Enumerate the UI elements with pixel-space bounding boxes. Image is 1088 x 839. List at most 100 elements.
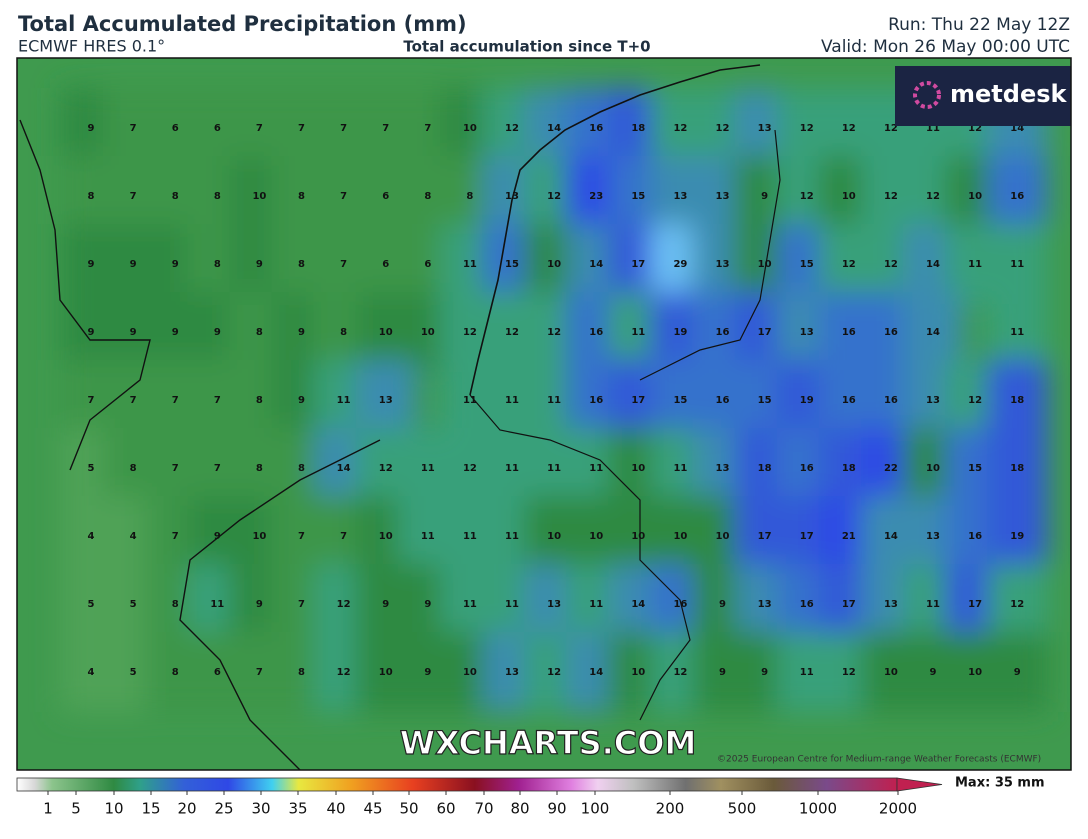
- precip-cell: [987, 428, 1048, 508]
- grid-value: 8: [298, 667, 305, 678]
- precip-cell: [987, 632, 1048, 712]
- grid-value: 9: [214, 531, 221, 542]
- grid-value: 12: [1010, 599, 1024, 610]
- grid-value: 10: [968, 667, 982, 678]
- grid-value: 22: [884, 463, 898, 474]
- grid-value: 9: [424, 599, 431, 610]
- grid-value: 7: [88, 395, 95, 406]
- grid-value: 11: [463, 531, 477, 542]
- colorbar-arrow: [896, 777, 943, 792]
- colorbar-label: 30: [251, 800, 270, 818]
- colorbar-label: 25: [214, 800, 233, 818]
- colorbar-label: 90: [547, 800, 566, 818]
- grid-value: 12: [968, 123, 982, 134]
- grid-value: 10: [589, 531, 603, 542]
- grid-value: 15: [673, 395, 687, 406]
- grid-value: 9: [172, 327, 179, 338]
- grid-value: 6: [382, 191, 389, 202]
- grid-value: 7: [340, 123, 347, 134]
- grid-value: 9: [298, 395, 305, 406]
- grid-value: 13: [547, 599, 561, 610]
- copyright: ©2025 European Centre for Medium-range W…: [717, 755, 1041, 765]
- grid-value: 12: [547, 667, 561, 678]
- grid-value: 5: [88, 463, 95, 474]
- grid-value: 9: [761, 191, 768, 202]
- grid-value: 11: [421, 463, 435, 474]
- grid-value: 16: [589, 327, 603, 338]
- colorbar-label: 100: [581, 800, 610, 818]
- grid-value: 4: [88, 667, 95, 678]
- grid-value: 18: [631, 123, 645, 134]
- grid-value: 12: [968, 395, 982, 406]
- grid-value: 17: [758, 327, 772, 338]
- grid-value: 21: [842, 531, 856, 542]
- grid-value: 9: [256, 599, 263, 610]
- grid-value: 11: [463, 259, 477, 270]
- colorbar-label: 200: [656, 800, 685, 818]
- grid-value: 9: [88, 327, 95, 338]
- grid-value: 11: [505, 395, 519, 406]
- grid-value: 7: [340, 259, 347, 270]
- border: [639, 129, 781, 381]
- grid-value: 8: [256, 463, 263, 474]
- precip-cell: [355, 360, 416, 440]
- colorbar-labels: 1 5 10 15 20 25 30 35 40 45 50 60 70 80 90 100 200 500 100…: [43, 791, 917, 818]
- grid-value: 17: [631, 259, 645, 270]
- grid-value: 6: [424, 259, 431, 270]
- grid-value: 12: [673, 123, 687, 134]
- grid-value: 4: [130, 531, 137, 542]
- grid-value: 11: [926, 599, 940, 610]
- grid-value: 11: [589, 463, 603, 474]
- grid-value: 7: [256, 123, 263, 134]
- grid-value: 10: [842, 191, 856, 202]
- colorbar-label: 35: [288, 800, 307, 818]
- grid-value: 10: [463, 667, 477, 678]
- grid-value: 12: [842, 123, 856, 134]
- grid-value: 14: [926, 259, 940, 270]
- grid-value: 9: [172, 259, 179, 270]
- coastline-uk: [19, 119, 151, 471]
- grid-value: 16: [589, 123, 603, 134]
- grid-value: 7: [256, 667, 263, 678]
- valid-time: Valid: Mon 26 May 00:00 UTC: [821, 37, 1070, 57]
- grid-value: 16: [842, 327, 856, 338]
- coastline-fr: [179, 439, 381, 770]
- grid-value: 9: [382, 599, 389, 610]
- precip-cell: [903, 292, 963, 372]
- grid-value: 11: [926, 123, 940, 134]
- grid-value: 12: [673, 667, 687, 678]
- grid-value: 11: [547, 395, 561, 406]
- grid-value: 18: [842, 463, 856, 474]
- grid-value: 17: [758, 531, 772, 542]
- grid-value: 7: [424, 123, 431, 134]
- grid-value: 9: [130, 259, 137, 270]
- grid-value: 10: [421, 327, 435, 338]
- grid-value: 9: [719, 667, 726, 678]
- precip-cell: [987, 564, 1048, 644]
- grid-value: 10: [631, 463, 645, 474]
- grid-value: 11: [505, 463, 519, 474]
- grid-value: 14: [884, 531, 898, 542]
- grid-value: 7: [298, 123, 305, 134]
- coastline: [469, 64, 761, 396]
- grid-value: 16: [673, 599, 687, 610]
- colorbar-label: 5: [71, 800, 81, 818]
- colorbar-label: 1000: [799, 800, 837, 818]
- grid-value: 12: [884, 191, 898, 202]
- grid-value: 18: [758, 463, 772, 474]
- grid-value: 9: [256, 259, 263, 270]
- grid-value: 15: [758, 395, 772, 406]
- grid-value: 11: [968, 259, 982, 270]
- grid-value: 12: [379, 463, 393, 474]
- grid-value: 7: [214, 395, 221, 406]
- grid-value: 11: [337, 395, 351, 406]
- grid-value: 12: [337, 599, 351, 610]
- grid-value: 9: [719, 599, 726, 610]
- grid-value: 10: [716, 531, 730, 542]
- grid-value: 13: [926, 395, 940, 406]
- grid-value: 19: [673, 327, 687, 338]
- colorbar: [16, 777, 898, 792]
- grid-value: 14: [589, 667, 603, 678]
- grid-value: 9: [424, 667, 431, 678]
- grid-value: 8: [298, 191, 305, 202]
